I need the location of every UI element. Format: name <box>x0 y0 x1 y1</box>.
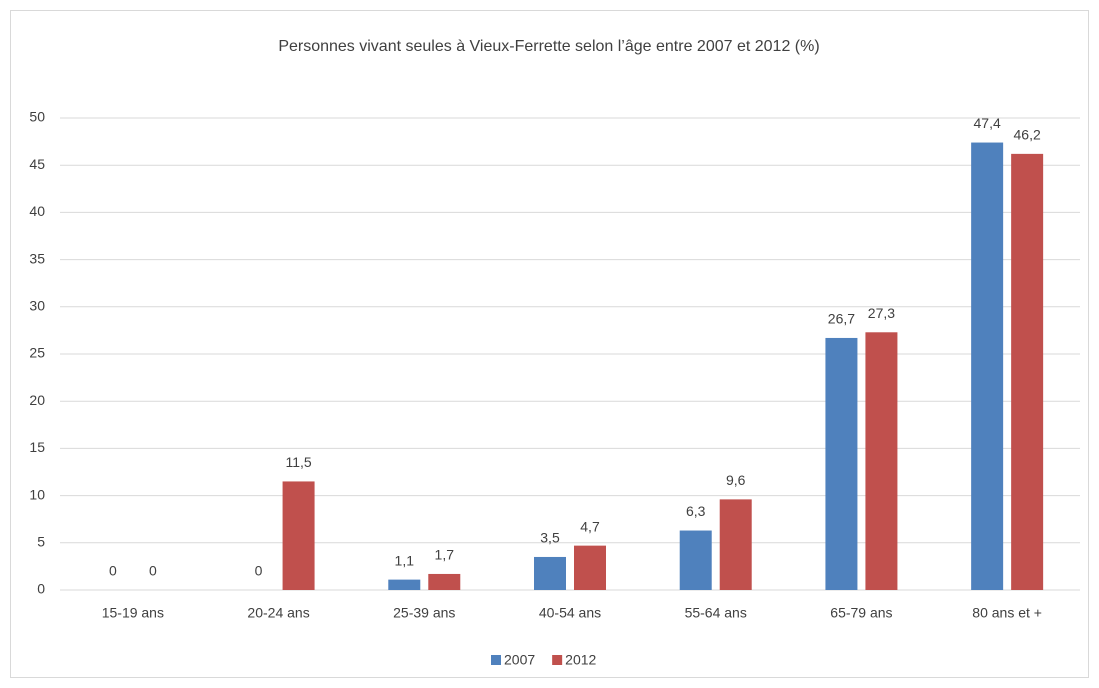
bar <box>1011 153 1044 590</box>
data-label: 4,7 <box>580 518 600 534</box>
bar <box>865 332 898 590</box>
data-label: 27,3 <box>868 305 895 321</box>
x-tick-label: 80 ans et + <box>972 605 1042 621</box>
y-tick-label: 20 <box>29 392 45 408</box>
legend-label: 2007 <box>504 652 535 668</box>
data-label: 0 <box>255 563 263 579</box>
data-label: 9,6 <box>726 472 746 488</box>
y-tick-label: 10 <box>29 486 45 502</box>
bar <box>719 499 752 590</box>
bar <box>574 545 606 590</box>
data-label: 47,4 <box>974 115 1001 131</box>
data-label: 3,5 <box>540 530 560 546</box>
y-tick-label: 5 <box>37 534 45 550</box>
x-tick-label: 55-64 ans <box>685 605 747 621</box>
bar <box>534 556 566 590</box>
x-tick-label: 25-39 ans <box>393 605 455 621</box>
chart-title: Personnes vivant seules à Vieux-Ferrette… <box>278 38 819 55</box>
data-label: 6,3 <box>686 503 706 519</box>
x-tick-label: 40-54 ans <box>539 605 601 621</box>
data-label: 0 <box>149 563 157 579</box>
y-tick-label: 15 <box>29 439 45 455</box>
data-label: 1,7 <box>435 547 455 563</box>
x-tick-label: 15-19 ans <box>102 605 164 621</box>
data-label: 0 <box>109 563 117 579</box>
y-tick-label: 35 <box>29 250 45 266</box>
y-tick-label: 30 <box>29 298 45 314</box>
bar <box>971 142 1004 590</box>
legend-swatch <box>491 655 501 665</box>
y-tick-label: 0 <box>37 581 45 597</box>
y-tick-label: 45 <box>29 156 45 172</box>
data-label: 26,7 <box>828 311 855 327</box>
bar <box>825 337 858 590</box>
bar <box>388 579 421 590</box>
x-tick-label: 65-79 ans <box>830 605 892 621</box>
y-tick-label: 25 <box>29 345 45 361</box>
legend-swatch <box>552 655 563 665</box>
x-tick-label: 20-24 ans <box>247 605 309 621</box>
bar <box>679 530 712 590</box>
bar <box>282 481 315 590</box>
data-label: 46,2 <box>1014 127 1041 143</box>
y-tick-label: 50 <box>29 109 45 125</box>
bar <box>428 573 461 590</box>
legend-label: 2012 <box>565 652 596 668</box>
y-tick-label: 40 <box>29 203 45 219</box>
data-label: 1,1 <box>395 552 415 568</box>
data-label: 11,5 <box>285 454 311 470</box>
